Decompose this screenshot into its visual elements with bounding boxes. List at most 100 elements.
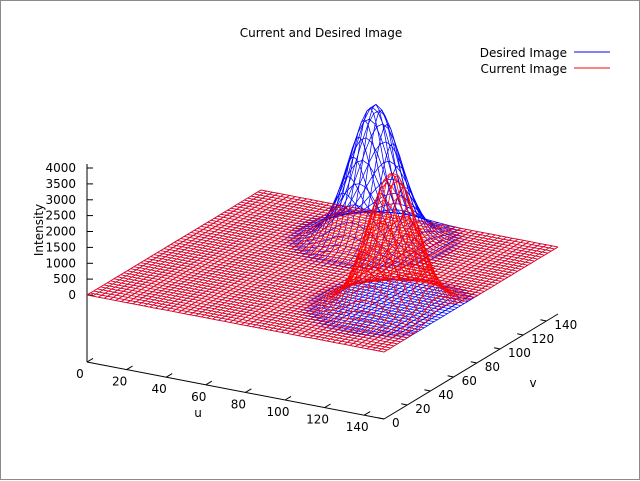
surface-line-v bbox=[227, 209, 525, 268]
surface-line-v bbox=[150, 181, 448, 305]
surface-line-v bbox=[100, 286, 398, 345]
y-tick-label: 120 bbox=[531, 332, 554, 346]
y-axis-label: v bbox=[529, 376, 536, 390]
y-axis-line bbox=[383, 313, 559, 420]
surface-line-v bbox=[204, 223, 502, 282]
surface-line-v bbox=[96, 288, 395, 347]
surface-line-v bbox=[247, 197, 545, 256]
surface-line-v bbox=[157, 214, 455, 304]
y-tick-mark bbox=[447, 375, 454, 378]
surface-line-v bbox=[210, 219, 508, 278]
surface-line-v bbox=[140, 182, 438, 311]
surfaces bbox=[86, 103, 559, 353]
surface-line-v bbox=[220, 213, 518, 272]
x-tick-mark bbox=[284, 395, 292, 401]
x-tick-mark bbox=[324, 403, 331, 409]
x-axis-label: u bbox=[194, 406, 202, 420]
surface-line-v bbox=[183, 236, 482, 294]
surface-line-v bbox=[153, 195, 452, 304]
y-tick-mark bbox=[424, 389, 431, 392]
surface-line-v bbox=[197, 228, 495, 286]
legend-label-current: Current Image bbox=[481, 62, 567, 76]
z-tick-label: 1500 bbox=[45, 240, 76, 254]
surface-line-v bbox=[240, 201, 538, 260]
x-tick-label: 60 bbox=[191, 390, 206, 404]
surface-line-v bbox=[217, 215, 515, 274]
z-tick-label: 500 bbox=[53, 272, 76, 286]
surface-line-v bbox=[160, 233, 458, 304]
surface-line-v bbox=[107, 282, 405, 341]
surface-line-v bbox=[187, 234, 485, 292]
x-axis-line bbox=[86, 361, 385, 420]
x-tick-label: 20 bbox=[112, 375, 127, 389]
legend-label-desired: Desired Image bbox=[480, 46, 567, 60]
surface-line-v bbox=[173, 242, 472, 300]
z-axis-label: Intensity bbox=[32, 204, 46, 256]
surface-line-v bbox=[237, 203, 535, 262]
y-tick-label: 80 bbox=[485, 360, 500, 374]
surface-line-v bbox=[86, 294, 385, 353]
z-tick-label: 2000 bbox=[45, 225, 76, 239]
z-tick-label: 3000 bbox=[45, 193, 76, 207]
legend: Desired Image Current Image bbox=[480, 46, 610, 76]
y-tick-label: 40 bbox=[438, 388, 453, 402]
z-tick-label: 4000 bbox=[45, 161, 76, 175]
y-tick-mark bbox=[540, 319, 547, 322]
surface-line-v bbox=[180, 238, 478, 296]
surface-line-v bbox=[130, 244, 428, 321]
surface-line-v bbox=[234, 205, 532, 264]
chart-title: Current and Desired Image bbox=[240, 26, 403, 40]
y-tick-mark bbox=[377, 417, 385, 420]
x-tick-label: 40 bbox=[152, 382, 167, 396]
surface-line-v bbox=[113, 278, 411, 336]
y-tick-label: 60 bbox=[462, 374, 477, 388]
surface-line-v bbox=[90, 292, 388, 351]
surface-line-v bbox=[93, 290, 391, 349]
surface-line-v bbox=[214, 217, 512, 276]
x-tick-label: 140 bbox=[346, 420, 369, 434]
x-tick-mark bbox=[245, 388, 252, 393]
surface-line-v bbox=[120, 274, 418, 331]
z-tick-label: 1000 bbox=[45, 256, 76, 270]
surface-series-current bbox=[86, 172, 559, 353]
x-tick-label: 0 bbox=[76, 367, 84, 381]
surface-line-v bbox=[250, 195, 549, 254]
y-tick-label: 20 bbox=[415, 402, 430, 416]
y-tick-mark bbox=[517, 333, 524, 336]
surface-line-v bbox=[103, 284, 401, 343]
surface-line-v bbox=[254, 193, 552, 252]
surface-line-v bbox=[207, 221, 505, 280]
surface-line-v bbox=[194, 230, 492, 288]
x-tick-mark bbox=[363, 411, 371, 416]
x-tick-label: 120 bbox=[306, 413, 329, 427]
x-tick-label: 100 bbox=[267, 405, 290, 419]
x-tick-label: 80 bbox=[231, 397, 246, 411]
surface-line-v bbox=[260, 189, 559, 248]
surface-line-v bbox=[117, 276, 415, 334]
surface-line-v bbox=[147, 172, 445, 306]
surface-line-v bbox=[230, 207, 528, 266]
surface-line-v bbox=[257, 191, 555, 250]
surface-line-v bbox=[110, 280, 408, 338]
x-tick-mark bbox=[205, 380, 213, 386]
y-tick-label: 140 bbox=[554, 318, 577, 332]
y-tick-label: 100 bbox=[508, 346, 531, 360]
y-tick-mark bbox=[470, 361, 477, 364]
surface-line-v bbox=[123, 272, 421, 328]
surface-line-v bbox=[200, 225, 498, 284]
y-tick-mark bbox=[493, 347, 501, 350]
surface-line-v bbox=[224, 211, 522, 270]
y-tick-label: 0 bbox=[392, 416, 400, 430]
surface-line-v bbox=[163, 248, 462, 303]
x-tick-mark bbox=[86, 357, 94, 363]
surface-line-v bbox=[133, 221, 432, 318]
z-tick-label: 3500 bbox=[45, 177, 76, 191]
z-tick-label: 2500 bbox=[45, 209, 76, 223]
x-tick-mark bbox=[126, 365, 133, 371]
z-tick-label: 0 bbox=[68, 288, 76, 302]
surface-line-v bbox=[190, 232, 488, 290]
surface-line-v bbox=[244, 199, 542, 258]
